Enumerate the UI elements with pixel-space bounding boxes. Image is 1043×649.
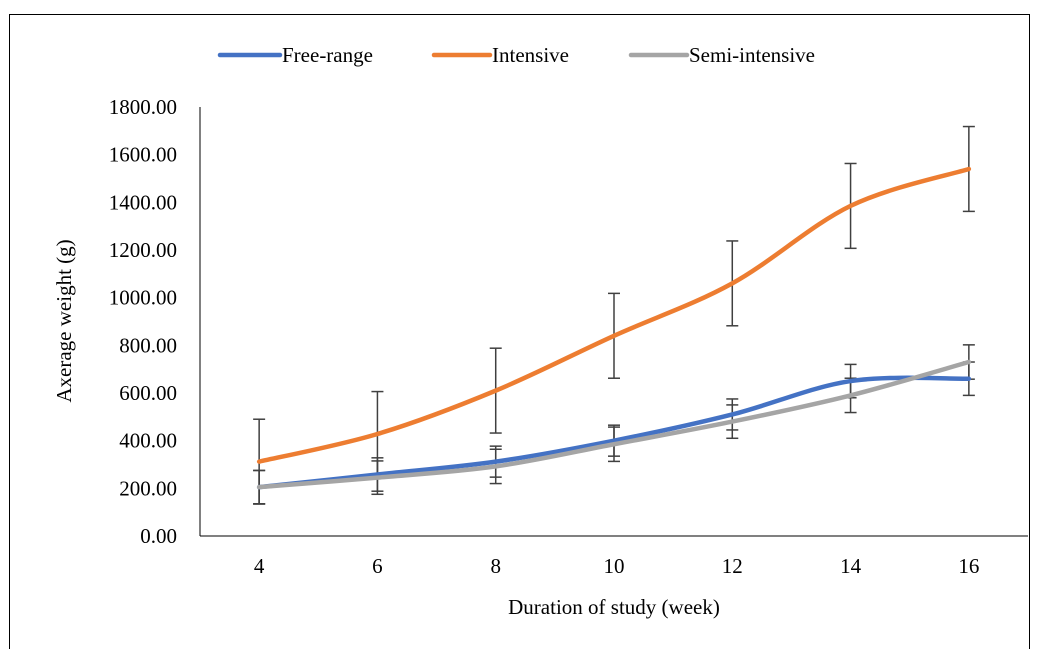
axes xyxy=(199,107,1028,537)
x-tick-label: 14 xyxy=(840,554,862,578)
y-tick-label: 1400.00 xyxy=(109,190,177,214)
x-tick-labels: 4 6 8 10 12 14 16 xyxy=(254,554,979,578)
series-lines xyxy=(256,166,972,490)
y-tick-labels: 0.00 200.00 400.00 600.00 800.00 1000.00 1200.… xyxy=(109,95,177,548)
y-tick-label: 1600.00 xyxy=(109,143,177,167)
legend-label: Semi-intensive xyxy=(689,43,815,67)
legend-item-semi-intensive: Semi-intensive xyxy=(628,43,815,67)
x-tick-label: 4 xyxy=(254,554,265,578)
x-axis-title: Duration of study (week) xyxy=(508,595,720,619)
y-tick-label: 800.00 xyxy=(119,333,177,357)
x-tick-label: 6 xyxy=(372,554,383,578)
x-tick-label: 16 xyxy=(958,554,979,578)
series-line-semi-intensive xyxy=(256,359,972,490)
y-tick-label: 600.00 xyxy=(119,381,177,405)
legend-label: Free-range xyxy=(282,43,373,67)
x-tick-label: 8 xyxy=(490,554,501,578)
x-tick-label: 12 xyxy=(722,554,743,578)
y-tick-label: 1200.00 xyxy=(109,238,177,262)
legend: Free-range Intensive Semi-intensive xyxy=(217,43,815,67)
legend-label: Intensive xyxy=(492,43,569,67)
y-tick-label: 0.00 xyxy=(140,524,177,548)
y-tick-label: 400.00 xyxy=(119,429,177,453)
y-axis-title: Axerage weight (g) xyxy=(52,239,76,402)
x-tick-label: 10 xyxy=(604,554,625,578)
chart-frame xyxy=(9,14,1030,649)
y-tick-label: 1800.00 xyxy=(109,95,177,119)
series-line-intensive xyxy=(256,166,972,464)
error-bars xyxy=(253,125,975,505)
y-tick-label: 200.00 xyxy=(119,476,177,500)
series-line-free-range xyxy=(256,375,972,490)
y-tick-label: 1000.00 xyxy=(109,286,177,310)
legend-item-free-range: Free-range xyxy=(217,43,373,67)
legend-item-intensive: Intensive xyxy=(431,43,569,67)
